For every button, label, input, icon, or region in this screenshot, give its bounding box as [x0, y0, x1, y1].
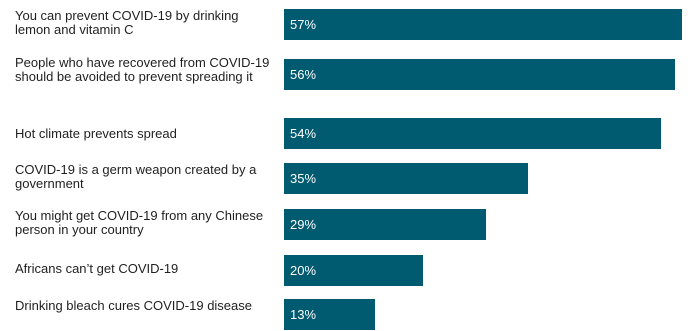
- bar: 13%: [284, 299, 375, 330]
- bar-value-label: 54%: [290, 126, 317, 141]
- category-label: Hot climate prevents spread: [15, 126, 177, 141]
- bar-value-label: 35%: [290, 171, 317, 186]
- bar-value-label: 57%: [290, 17, 317, 32]
- bar-value-label: 56%: [290, 67, 317, 82]
- bar: 29%: [284, 209, 486, 240]
- bar: 57%: [284, 9, 682, 40]
- category-label: People who have recovered from COVID-19 …: [15, 55, 270, 84]
- bar: 54%: [284, 118, 661, 149]
- category-label: You can prevent COVID-19 by drinking lem…: [15, 8, 239, 37]
- category-label: Drinking bleach cures COVID-19 disease: [15, 298, 252, 313]
- bar-value-label: 20%: [290, 263, 317, 278]
- category-label: You might get COVID-19 from any Chinese …: [15, 208, 264, 237]
- bar-value-label: 13%: [290, 307, 317, 322]
- category-label: Africans can’t get COVID-19: [15, 261, 179, 276]
- bar: 20%: [284, 255, 423, 286]
- bar-value-label: 29%: [290, 217, 317, 232]
- bar: 35%: [284, 163, 528, 194]
- bar: 56%: [284, 59, 675, 90]
- category-label: COVID-19 is a germ weapon created by a g…: [15, 162, 257, 191]
